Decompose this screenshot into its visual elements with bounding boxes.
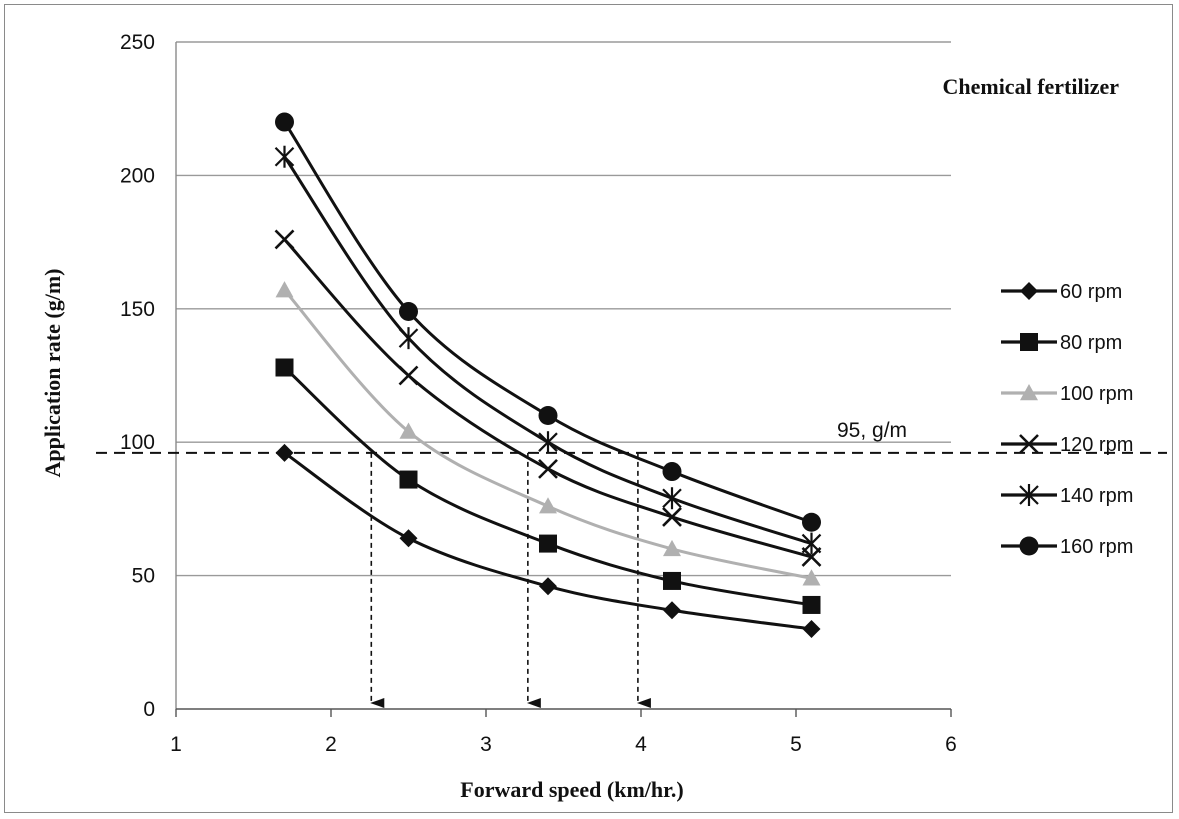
reference-line-label: 95, g/m — [837, 419, 907, 442]
legend-swatch-marker-160-rpm — [1019, 536, 1039, 556]
point-80-rpm-3 — [539, 534, 557, 553]
point-120-rpm-4 — [662, 506, 682, 527]
point-160-rpm-5 — [802, 512, 821, 532]
legend-item-120-rpm: 120 rpm — [1001, 434, 1133, 456]
point-120-rpm-2-stroke-b — [398, 365, 419, 386]
y-tick-label-200: 200 — [120, 164, 155, 187]
point-120-rpm-1 — [274, 229, 295, 250]
point-140-rpm-4 — [662, 487, 682, 510]
series-140-rpm — [274, 145, 822, 555]
chart-corner-label: Chemical fertilizer — [942, 74, 1119, 99]
series-line-100-rpm — [283, 289, 812, 580]
x-tick-label-6: 6 — [945, 733, 957, 756]
point-160-rpm-2 — [399, 301, 418, 321]
legend-label-140-rpm: 140 rpm — [1060, 485, 1133, 507]
point-100-rpm-5 — [802, 569, 821, 586]
x-tick-labels: 1 2 3 4 5 6 — [170, 733, 957, 756]
legend-swatch-marker-140-rpm — [1019, 484, 1039, 506]
legend-item-80-rpm: 80 rpm — [1001, 332, 1122, 354]
point-120-rpm-2 — [398, 365, 419, 386]
legend-swatch-marker-100-rpm — [1020, 384, 1038, 401]
x-tick-label-4: 4 — [635, 733, 647, 756]
point-80-rpm-4 — [663, 571, 681, 590]
legend-label-160-rpm: 160 rpm — [1060, 536, 1133, 558]
point-160-rpm-1 — [275, 112, 294, 132]
point-100-rpm-1 — [275, 281, 294, 298]
line-chart: 1 2 3 4 5 6 0 50 100 150 200 250 60 rpm 80 rpm 100 r… — [40, 31, 1167, 802]
point-100-rpm-2 — [399, 422, 418, 439]
x-tick-label-5: 5 — [790, 733, 802, 756]
series-120-rpm — [274, 229, 822, 567]
legend-item-140-rpm: 140 rpm — [1001, 484, 1133, 507]
legend-swatch-marker-120-rpm-stroke-b — [1019, 434, 1039, 454]
series-line-160-rpm — [283, 121, 813, 524]
y-tick-label-150: 150 — [120, 298, 155, 321]
point-140-rpm-5 — [801, 532, 822, 555]
legend: 60 rpm 80 rpm 100 rpm 120 rpm 140 rpm 160 rpm — [1001, 281, 1133, 558]
point-60-rpm-2 — [399, 529, 418, 548]
point-140-rpm-1 — [274, 145, 295, 168]
y-axis-title: Application rate (g/m) — [40, 269, 65, 478]
y-tick-label-0: 0 — [143, 698, 155, 721]
point-80-rpm-1 — [275, 358, 294, 377]
point-80-rpm-5 — [802, 595, 821, 614]
series-line-80-rpm — [283, 366, 812, 607]
x-tick-label-3: 3 — [480, 733, 492, 756]
axes — [175, 42, 952, 717]
point-120-rpm-4-stroke-b — [662, 506, 682, 527]
point-120-rpm-3 — [538, 458, 558, 479]
series-group — [274, 112, 822, 638]
legend-item-100-rpm: 100 rpm — [1001, 383, 1133, 405]
series-160-rpm — [275, 112, 821, 532]
legend-label-120-rpm: 120 rpm — [1060, 434, 1133, 456]
series-60-rpm — [275, 443, 821, 638]
series-line-140-rpm — [283, 155, 812, 546]
y-tick-label-250: 250 — [120, 31, 155, 54]
y-tick-label-50: 50 — [132, 565, 155, 588]
legend-label-100-rpm: 100 rpm — [1060, 383, 1133, 405]
y-tick-label-100: 100 — [120, 431, 155, 454]
legend-label-80-rpm: 80 rpm — [1060, 332, 1122, 354]
legend-swatch-marker-80-rpm — [1020, 333, 1038, 351]
point-160-rpm-3 — [538, 406, 558, 426]
point-160-rpm-4 — [662, 462, 682, 482]
point-60-rpm-1 — [275, 443, 294, 462]
point-120-rpm-3-stroke-b — [538, 458, 558, 479]
point-60-rpm-4 — [663, 601, 681, 620]
point-80-rpm-2 — [399, 470, 418, 489]
legend-item-60-rpm: 60 rpm — [1001, 281, 1122, 303]
gridlines — [176, 41, 951, 577]
x-axis-title: Forward speed (km/hr.) — [460, 777, 683, 802]
x-tick-label-1: 1 — [170, 733, 182, 756]
point-60-rpm-3 — [539, 577, 557, 596]
point-100-rpm-3 — [539, 497, 557, 514]
legend-item-160-rpm: 160 rpm — [1001, 536, 1133, 558]
y-tick-labels: 0 50 100 150 200 250 — [120, 31, 155, 721]
legend-label-60-rpm: 60 rpm — [1060, 281, 1122, 303]
reference-line-group — [96, 451, 1167, 708]
x-tick-label-2: 2 — [325, 733, 337, 756]
point-140-rpm-3 — [538, 431, 558, 454]
legend-swatch-marker-120-rpm — [1019, 434, 1039, 454]
series-80-rpm — [275, 358, 821, 614]
point-120-rpm-1-stroke-b — [274, 229, 295, 250]
chart-frame: 1 2 3 4 5 6 0 50 100 150 200 250 60 rpm 80 rpm 100 r… — [4, 4, 1173, 813]
point-140-rpm-2 — [398, 327, 419, 350]
point-100-rpm-4 — [663, 539, 681, 557]
point-60-rpm-5 — [802, 619, 821, 638]
series-100-rpm — [275, 281, 821, 586]
legend-swatch-marker-60-rpm — [1020, 282, 1038, 300]
